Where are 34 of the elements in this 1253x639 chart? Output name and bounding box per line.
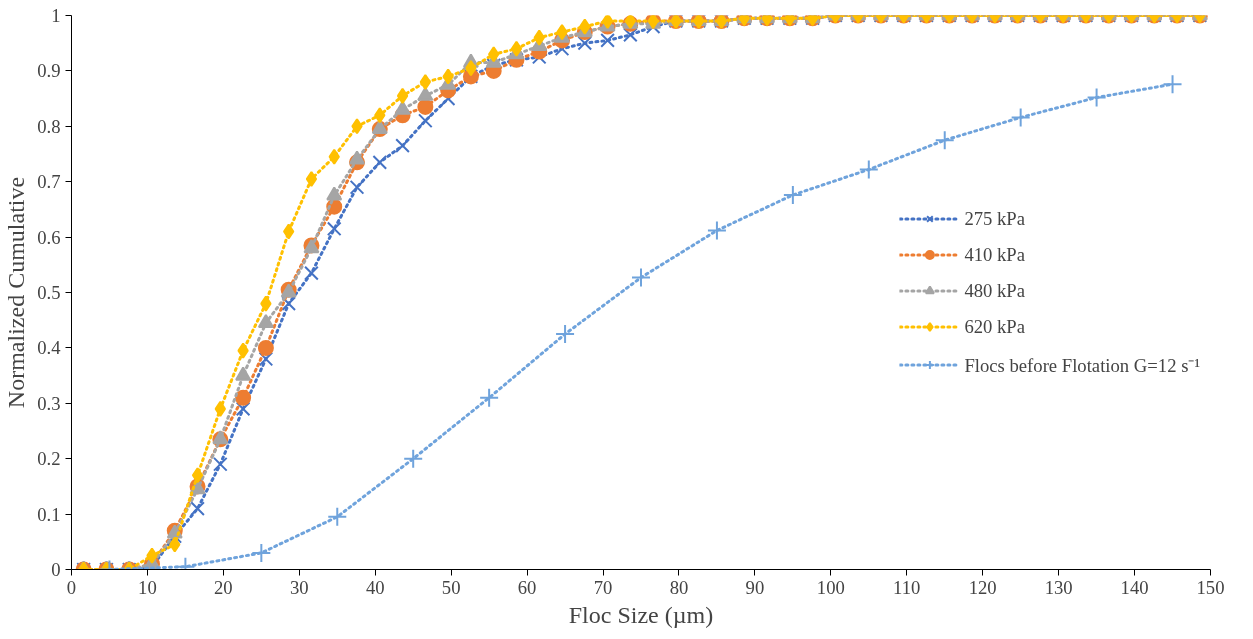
legend-label: 620 kPa <box>964 315 1026 338</box>
x-tick-label: 90 <box>745 576 765 598</box>
x-tick-label: 140 <box>1120 576 1149 598</box>
x-tick-label: 150 <box>1196 576 1225 598</box>
x-tick-label: 20 <box>214 576 233 598</box>
x-tick-label: 60 <box>517 576 537 598</box>
y-tick-label: 0.7 <box>37 171 61 193</box>
x-tick-label: 130 <box>1044 576 1073 598</box>
y-tick-label: 0.8 <box>37 115 61 137</box>
x-tick-label: 100 <box>816 576 845 598</box>
x-tick-label: 70 <box>593 576 613 598</box>
x-tick-label: 40 <box>365 576 385 598</box>
x-tick-label: 10 <box>138 576 157 598</box>
x-tick-label: 0 <box>66 576 77 598</box>
x-tick-label: 50 <box>441 576 461 598</box>
legend-label: 480 kPa <box>964 279 1026 302</box>
y-axis-title: Normalized Cumulative <box>3 176 30 409</box>
legend-label: 275 kPa <box>964 207 1026 230</box>
y-tick-label: 1 <box>51 5 61 26</box>
y-tick-label: 0.4 <box>37 337 62 359</box>
x-tick-label: 110 <box>893 576 921 598</box>
y-tick-label: 0.3 <box>37 392 61 414</box>
x-tick-label: 120 <box>968 576 997 598</box>
legend-label: Flocs before Flotation G=12 s⁻¹ <box>964 353 1200 377</box>
y-tick-label: 0.9 <box>37 60 61 82</box>
x-tick-label: 30 <box>289 576 309 598</box>
y-tick-label: 0.1 <box>37 503 61 525</box>
y-tick-label: 0.2 <box>37 448 61 470</box>
x-axis-title: Floc Size (µm) <box>568 601 714 628</box>
y-tick-label: 0.5 <box>37 282 61 303</box>
x-tick-label: 80 <box>669 576 689 598</box>
y-tick-label: 0.6 <box>37 226 61 248</box>
legend-label: 410 kPa <box>964 243 1026 266</box>
y-tick-label: 0 <box>51 559 61 580</box>
